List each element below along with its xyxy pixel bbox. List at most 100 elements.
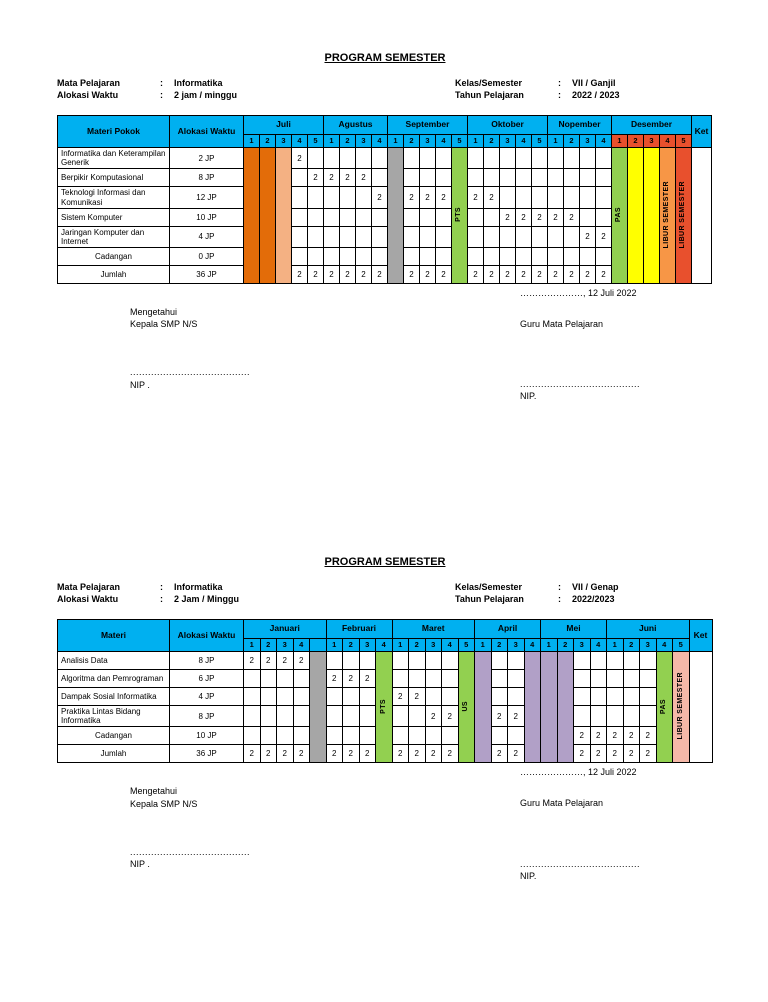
week-cell: 2 [563, 265, 580, 285]
week-cell [483, 146, 500, 170]
week-cell: 2 [589, 726, 607, 746]
week-cell: 2 [292, 744, 310, 764]
week-number-header: 1 [243, 134, 260, 148]
week-cell [531, 247, 548, 267]
week-cell [291, 186, 308, 209]
week-cell: 2 [371, 186, 388, 209]
special-column-pas: PAS [611, 146, 628, 285]
week-number-header: 2 [490, 638, 508, 652]
week-cell: 2 [424, 744, 442, 764]
alokasi-value: 10 JP [169, 726, 244, 746]
info-left: Mata Pelajaran : Informatika Alokasi Wak… [57, 77, 237, 101]
week-cell: 2 [573, 726, 591, 746]
month-header-januari: Januari [243, 619, 327, 639]
week-cell: 2 [342, 744, 360, 764]
week-cell [339, 207, 356, 227]
week-cell [595, 168, 612, 188]
table-row: Jumlah 36 JP 2 2 2 2 2 2 2 2 2 2 2 2 2 2 2 2 2 2 [57, 265, 712, 285]
colored-column [243, 146, 260, 285]
materi-name: Praktika Lintas Bidang Informatika [57, 704, 170, 728]
promes-table-mount-genap: Materi Alokasi Waktu Januari Februari Maret A… [57, 619, 713, 764]
week-cell [490, 669, 508, 688]
info-kelas-semester: Kelas/Semester : VII / Genap [455, 581, 619, 593]
week-cell: 2 [435, 186, 452, 209]
week-cell [307, 225, 324, 249]
week-cell: 2 [292, 651, 310, 670]
week-cell [371, 146, 388, 170]
week-cell [563, 225, 580, 249]
info-label: Kelas/Semester [455, 78, 523, 88]
materi-name: Sistem Komputer [57, 207, 170, 227]
week-cell: 2 [339, 168, 356, 188]
colored-column [259, 146, 276, 285]
week-number-header: 1 [391, 638, 409, 652]
nip-label: NIP. [520, 870, 537, 881]
week-cell: 2 [243, 651, 261, 670]
info-value: VII / Ganjil [572, 78, 616, 88]
colored-column [309, 650, 327, 764]
week-cell [342, 651, 360, 670]
week-cell [435, 225, 452, 249]
week-cell [292, 726, 310, 746]
week-cell [276, 704, 294, 728]
alokasi-value: 0 JP [169, 247, 244, 267]
week-cell [639, 651, 657, 670]
week-number-header: 2 [403, 134, 420, 148]
week-cell [325, 651, 343, 670]
materi-column-header: Materi [57, 619, 170, 652]
week-cell [595, 186, 612, 209]
table-row: Praktika Lintas Bidang Informatika 8 JP 2 2… [57, 704, 713, 728]
week-cell: 2 [589, 744, 607, 764]
week-number-header: 2 [259, 638, 277, 652]
table-row: Jumlah 36 JP 2 2 2 2 2 2 2 2 2 2 2 2 2 2 2 2 2 2 [57, 744, 713, 764]
month-header-februari: Februari [325, 619, 393, 639]
week-cell [291, 168, 308, 188]
week-cell: 2 [307, 265, 324, 285]
week-cell [589, 651, 607, 670]
week-cell [408, 669, 426, 688]
vertical-label: US [462, 700, 470, 712]
week-number-header [309, 638, 327, 652]
week-number-header: 5 [307, 134, 324, 148]
week-cell: 2 [408, 687, 426, 706]
info-tahun-pelajaran: Tahun Pelajaran : 2022 / 2023 [455, 89, 620, 101]
week-cell [483, 225, 500, 249]
week-cell [563, 186, 580, 209]
signature-dots: ........................................ [520, 379, 641, 390]
nip-label: NIP. [520, 391, 537, 402]
week-number-header: 1 [243, 638, 261, 652]
week-cell: 2 [515, 265, 532, 285]
ket-column-header: Ket [691, 115, 712, 148]
week-number-header: 2 [563, 134, 580, 148]
week-cell: 2 [371, 265, 388, 285]
week-number-header: 1 [387, 134, 404, 148]
colored-column [643, 146, 660, 285]
week-cell [342, 704, 360, 728]
colored-column [540, 650, 558, 764]
week-cell [467, 207, 484, 227]
info-kelas-semester: Kelas/Semester : VII / Ganjil [455, 77, 620, 89]
week-cell [259, 687, 277, 706]
week-cell: 2 [243, 744, 261, 764]
week-cell: 2 [441, 704, 459, 728]
week-number-header: 3 [424, 638, 442, 652]
week-number-header: 2 [627, 134, 644, 148]
week-cell: 2 [483, 265, 500, 285]
week-cell [441, 651, 459, 670]
week-cell [622, 687, 640, 706]
week-cell [259, 669, 277, 688]
week-cell: 2 [323, 168, 340, 188]
signature-right: Guru Mata Pelajaran ....................… [520, 797, 640, 881]
week-cell: 2 [403, 265, 420, 285]
week-cell: 2 [342, 669, 360, 688]
month-header-september: September [387, 115, 468, 135]
week-cell [419, 247, 436, 267]
week-number-header: 1 [467, 134, 484, 148]
week-number-header: 2 [622, 638, 640, 652]
week-cell: 2 [355, 265, 372, 285]
week-cell [622, 669, 640, 688]
week-cell [358, 651, 376, 670]
week-cell [515, 225, 532, 249]
week-cell [424, 669, 442, 688]
week-number-header: 2 [408, 638, 426, 652]
